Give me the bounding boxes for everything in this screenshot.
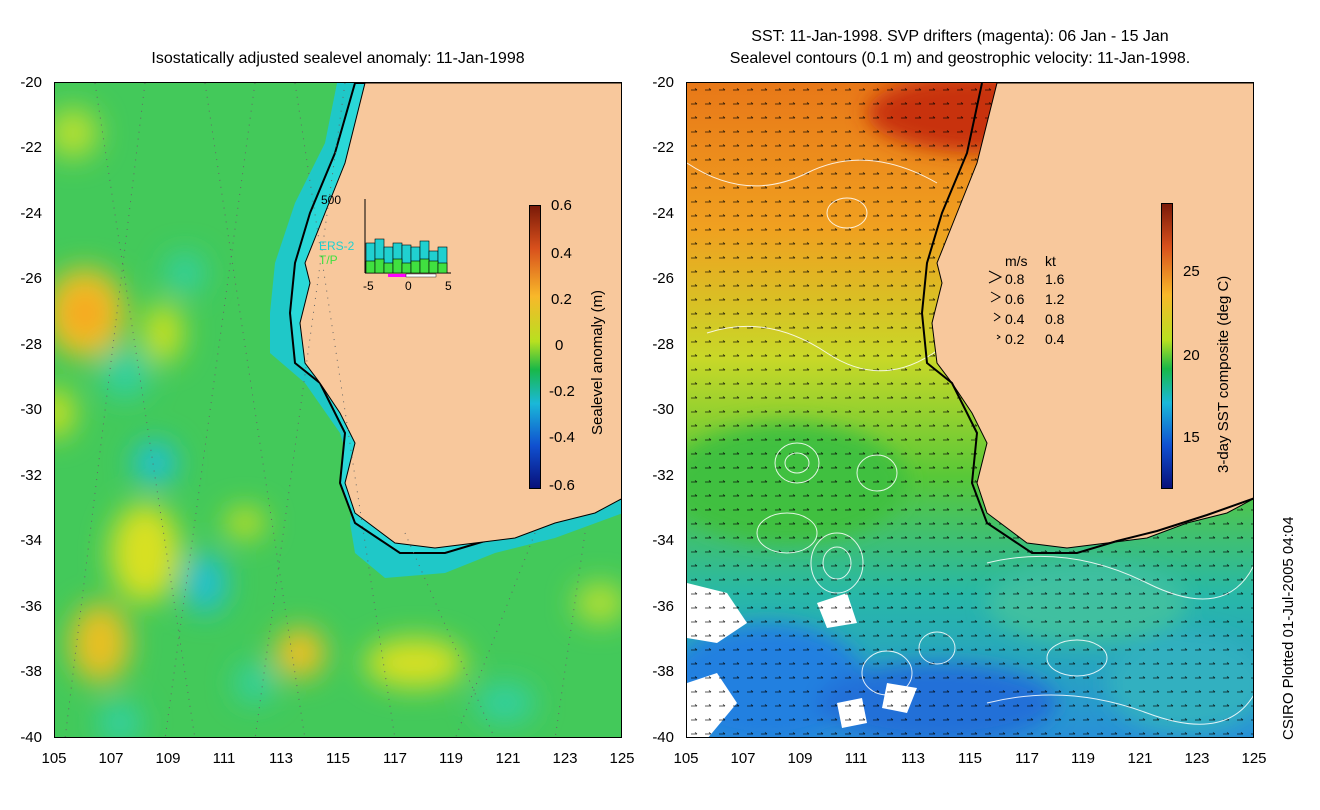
velocity-legend-kt-1p2: 1.2 <box>1045 291 1065 307</box>
inset-x-label-5: 5 <box>445 279 452 293</box>
y-tick: -34 <box>652 532 674 549</box>
x-tick: 109 <box>155 750 181 767</box>
y-tick: -36 <box>20 598 42 615</box>
velocity-legend: m/s kt 0.8 1.6 0.6 1.2 0.4 0.8 0.2 0.4 <box>987 253 1107 353</box>
sst-map[interactable]: m/s kt 0.8 1.6 0.6 1.2 0.4 0.8 0.2 0.4 2… <box>686 82 1254 738</box>
inset-tp-label: T/P <box>319 253 338 267</box>
sealevel-colorbar <box>529 205 541 489</box>
y-tick: -30 <box>20 401 42 418</box>
x-tick: 105 <box>41 750 67 767</box>
colorbar-label-0: 0 <box>555 337 564 354</box>
sst-colorbar-label-20: 20 <box>1183 347 1200 364</box>
velocity-legend-kt-0p8: 0.8 <box>1045 311 1065 327</box>
y-tick: -32 <box>20 467 42 484</box>
x-tick: 115 <box>958 750 982 767</box>
satellite-tracks <box>64 83 586 737</box>
sst-map-graphic <box>687 83 1253 737</box>
inset-bars <box>364 199 451 278</box>
x-tick: 115 <box>326 750 350 767</box>
altimeter-inset: 500 ERS-2 T/P -5 0 5 <box>317 193 457 293</box>
isobath-line-sst <box>920 83 1253 554</box>
y-tick: -26 <box>20 270 42 287</box>
velocity-legend-header-ms: m/s <box>1005 253 1028 269</box>
x-tick: 125 <box>609 750 635 767</box>
x-tick: 117 <box>383 750 407 767</box>
colorbar-title: Sealevel anomaly (m) <box>589 289 606 435</box>
sst-colorbar-label-25: 25 <box>1183 263 1200 280</box>
sst-colorbar-label-15: 15 <box>1183 429 1200 446</box>
colorbar-label-0p2: 0.2 <box>551 291 572 308</box>
inset-ers-label: ERS-2 <box>319 239 355 253</box>
y-tick: -26 <box>652 270 674 287</box>
colorbar-label-m0p4: -0.4 <box>549 429 575 446</box>
y-tick: -28 <box>652 336 674 353</box>
y-tick: -24 <box>652 205 674 222</box>
sealevel-contours <box>687 159 1253 725</box>
y-tick: -20 <box>652 74 674 91</box>
sealevel-anomaly-map[interactable]: 500 ERS-2 T/P -5 0 5 <box>54 82 622 738</box>
colorbar-label-0p6: 0.6 <box>551 197 572 214</box>
x-tick: 107 <box>730 750 756 767</box>
x-tick: 119 <box>439 750 463 767</box>
x-tick: 109 <box>787 750 813 767</box>
velocity-legend-kt-1p6: 1.6 <box>1045 271 1065 287</box>
colorbar-label-m0p6: -0.6 <box>549 477 575 494</box>
right-panel-title-line1: SST: 11-Jan-1998. SVP drifters (magenta)… <box>751 28 1169 45</box>
y-tick: -40 <box>652 729 674 746</box>
x-tick: 117 <box>1015 750 1039 767</box>
x-tick: 113 <box>269 750 293 767</box>
velocity-legend-arrows <box>988 270 1003 340</box>
x-tick: 121 <box>1127 750 1153 767</box>
y-tick: -28 <box>20 336 42 353</box>
x-tick: 123 <box>1184 750 1210 767</box>
y-tick: -34 <box>20 532 42 549</box>
anomaly-blobs <box>55 108 621 737</box>
colorbar-label-0p4: 0.4 <box>551 245 572 262</box>
x-tick: 111 <box>212 750 236 767</box>
x-tick: 125 <box>1241 750 1267 767</box>
y-tick: -20 <box>20 74 42 91</box>
velocity-legend-kt-0p4: 0.4 <box>1045 331 1065 347</box>
velocity-legend-ms-0p2: 0.2 <box>1005 331 1025 347</box>
velocity-legend-ms-0p8: 0.8 <box>1005 271 1025 287</box>
y-tick: -30 <box>652 401 674 418</box>
right-panel-title-line2: Sealevel contours (0.1 m) and geostrophi… <box>729 50 1191 67</box>
x-tick: 119 <box>1071 750 1095 767</box>
y-tick: -22 <box>652 139 674 156</box>
x-tick: 107 <box>98 750 124 767</box>
inset-x-label-0: 0 <box>405 279 412 293</box>
y-tick: -36 <box>652 598 674 615</box>
left-panel-title: Isostatically adjusted sealevel anomaly:… <box>151 50 525 67</box>
plot-credit: CSIRO Plotted 01-Jul-2005 04:04 <box>1280 516 1297 740</box>
y-tick: -22 <box>20 139 42 156</box>
y-tick: -38 <box>20 663 42 680</box>
velocity-legend-ms-0p4: 0.4 <box>1005 311 1025 327</box>
x-tick: 113 <box>901 750 925 767</box>
colorbar-label-m0p2: -0.2 <box>549 383 575 400</box>
x-tick: 111 <box>844 750 868 767</box>
inset-top-label: 500 <box>321 193 342 207</box>
y-tick: -32 <box>652 467 674 484</box>
y-tick: -40 <box>20 729 42 746</box>
x-tick: 123 <box>552 750 578 767</box>
y-tick: -38 <box>652 663 674 680</box>
velocity-legend-header-kt: kt <box>1045 253 1056 269</box>
sst-colorbar-title: 3-day SST composite (deg C) <box>1215 275 1232 473</box>
x-tick: 121 <box>495 750 521 767</box>
velocity-legend-ms-0p6: 0.6 <box>1005 291 1025 307</box>
sst-colorbar <box>1161 203 1173 489</box>
x-tick: 105 <box>673 750 699 767</box>
inset-x-label-minus5: -5 <box>363 279 374 293</box>
y-tick: -24 <box>20 205 42 222</box>
